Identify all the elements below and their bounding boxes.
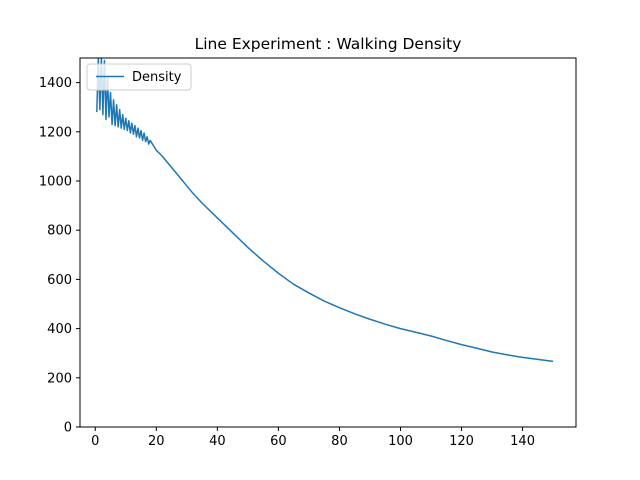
x-tick-label: 140 [510, 434, 535, 449]
x-tick-label: 120 [449, 434, 474, 449]
y-tick-label: 1400 [39, 76, 72, 91]
x-tick-label: 0 [91, 434, 99, 449]
x-tick-label: 60 [270, 434, 287, 449]
plot-frame [79, 57, 577, 428]
y-tick-label: 0 [64, 421, 72, 436]
x-tick-label: 20 [148, 434, 165, 449]
x-tick-label: 40 [209, 434, 226, 449]
series-line-density [96, 58, 554, 363]
x-tick-label: 80 [331, 434, 348, 449]
legend-box [86, 63, 192, 91]
axes-layer: 0 20 40 60 80 100 120 1400200400600800100012001… [39, 57, 577, 449]
y-tick-label: 800 [47, 224, 72, 239]
y-tick-label: 1000 [39, 175, 72, 190]
y-tick-label: 600 [47, 273, 72, 288]
y-tick-label: 200 [47, 371, 72, 386]
chart-title: Line Experiment : Walking Density [195, 35, 462, 53]
y-tick-label: 1200 [39, 125, 72, 140]
x-tick-label: 100 [388, 434, 413, 449]
legend: Density [86, 63, 192, 91]
y-tick-label: 400 [47, 322, 72, 337]
series-layer [96, 58, 554, 363]
legend-label-density: Density [132, 70, 182, 85]
